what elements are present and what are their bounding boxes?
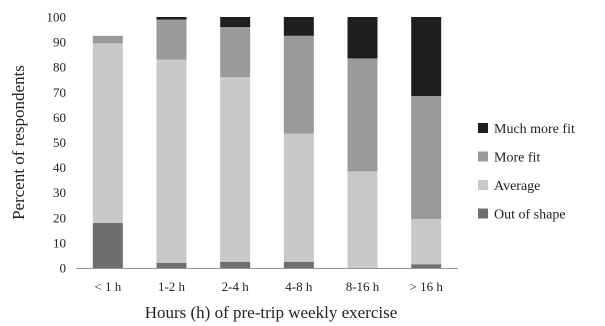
bar-more-fit-2 [156,19,187,60]
bar-out-of-shape-6 [411,264,442,268]
bar-average-5 [347,171,378,268]
bar-more-fit-6 [411,96,442,220]
x-tick-label: > 16 h [409,279,443,294]
y-tick-label: 40 [53,160,66,175]
bar-average-2 [156,59,187,263]
bar-out-of-shape-1 [92,222,123,268]
legend-label-out-of-shape: Out of shape [494,208,566,223]
y-tick-label: 70 [53,85,66,100]
legend-swatch-average [478,180,488,190]
x-axis-ticks: < 1 h 1-2 h 2-4 h 4-8 h 8-16 h > 16 h [94,279,443,294]
x-tick-label: 4-8 h [285,279,313,294]
legend-label-average: Average [494,179,540,194]
legend-label-more-fit: More fit [494,151,540,166]
bar-average-6 [411,219,442,265]
bar-more-fit-5 [347,58,378,172]
bar-average-1 [92,43,123,223]
legend-swatch-more-fit [478,151,488,162]
x-axis-title: Hours (h) of pre-trip weekly exercise [145,303,398,322]
bar-average-3 [220,77,251,262]
bar-out-of-shape-3 [220,261,251,268]
legend-label-much-more-fit: Much more fit [494,122,575,137]
y-axis-ticks: 0 10 20 30 40 50 60 70 80 90 100 [47,10,67,276]
y-axis-title: Percent of respondents [9,65,28,220]
y-tick-label: 10 [53,235,66,250]
y-tick-label: 50 [53,135,66,150]
bar-more-fit-1 [92,35,123,44]
bar-more-fit-3 [220,27,251,78]
bar-much-more-fit-6 [411,17,442,97]
bar-much-more-fit-2 [156,17,187,20]
y-tick-label: 20 [53,210,66,225]
bar-much-more-fit-4 [283,17,314,36]
legend-swatch-much-more-fit [478,123,488,133]
y-tick-label: 0 [60,261,67,276]
y-tick-label: 90 [53,35,66,50]
bar-much-more-fit-5 [347,17,378,59]
x-tick-label: 8-16 h [346,279,380,294]
y-tick-label: 60 [53,110,66,125]
y-tick-label: 100 [47,10,67,25]
legend: Much more fit More fit Average Out of shape [478,122,575,223]
bar-out-of-shape-4 [283,261,314,268]
legend-swatch-out-of-shape [478,208,488,219]
bar-average-4 [283,133,314,262]
y-tick-label: 80 [53,60,66,75]
bar-much-more-fit-3 [220,17,251,28]
x-tick-label: < 1 h [94,279,121,294]
bars-group [92,17,442,268]
x-tick-label: 2-4 h [222,279,250,294]
bar-more-fit-4 [283,35,314,134]
x-tick-label: 1-2 h [158,279,186,294]
y-tick-label: 30 [53,185,66,200]
bar-out-of-shape-2 [156,262,187,268]
